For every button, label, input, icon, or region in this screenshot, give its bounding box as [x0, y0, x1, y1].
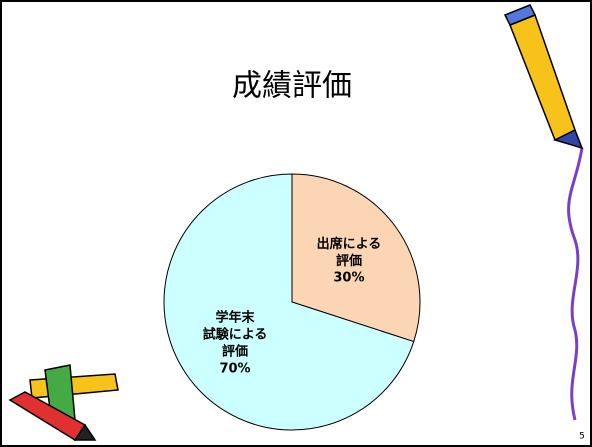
chart-title: 成績評価	[232, 78, 352, 95]
slice-label: 学年末 試験による 評価	[203, 310, 268, 361]
value-label: 30%	[333, 270, 364, 287]
chart	[0, 0, 592, 447]
page-number: 5	[579, 429, 585, 446]
slice-label: 出席による 評価	[317, 236, 382, 270]
slide: 成績評価 5 出席による 評価30% 学年末 試験による 評価70%	[0, 0, 592, 447]
value-label: 70%	[219, 361, 250, 378]
